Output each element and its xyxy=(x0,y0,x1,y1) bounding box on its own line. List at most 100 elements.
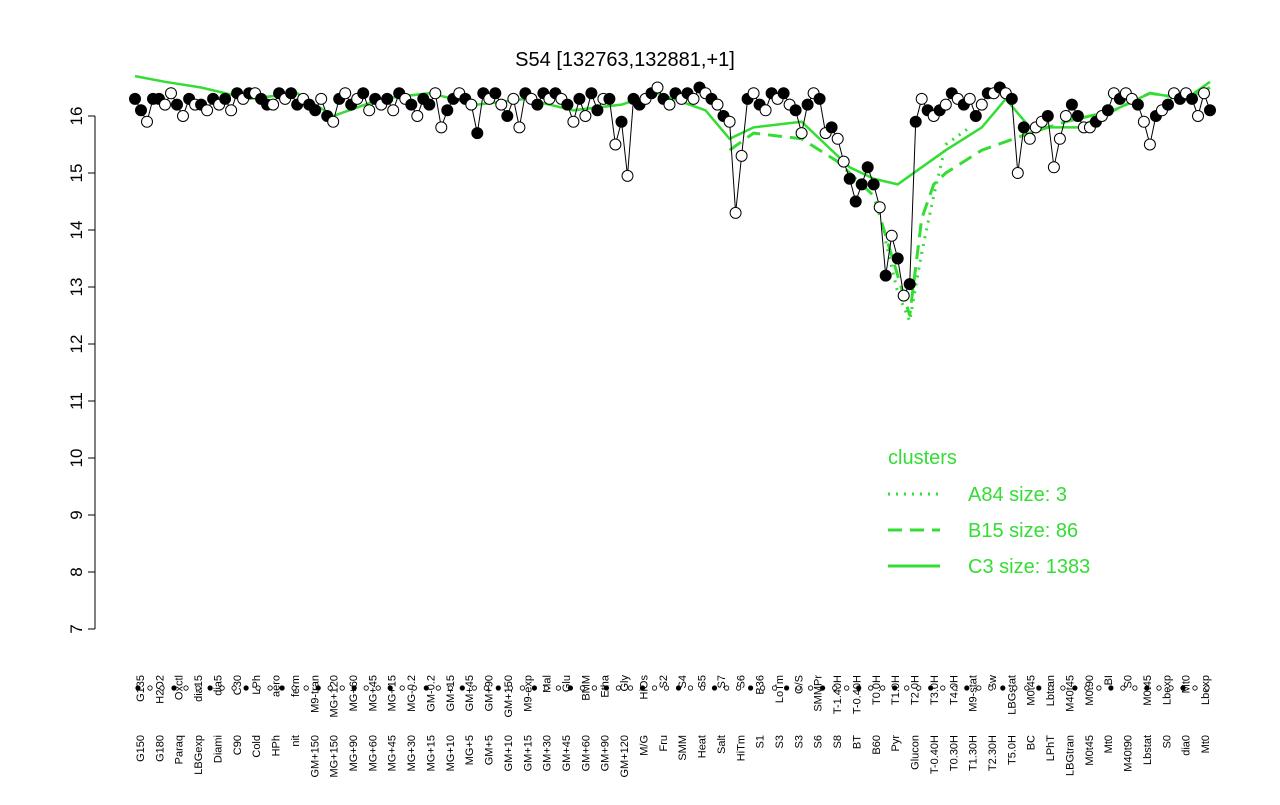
data-point xyxy=(801,98,814,111)
x-marker xyxy=(615,685,622,691)
legend-label: B15 size: 86 xyxy=(968,520,1078,542)
x-tick-label-bottom: SMM xyxy=(677,735,689,761)
data-point xyxy=(975,98,988,111)
x-tick-label-bottom: T-0.40H xyxy=(929,735,941,774)
data-point xyxy=(909,115,922,128)
x-tick-label-top: dia5 xyxy=(213,675,225,696)
data-point xyxy=(1053,132,1066,145)
data-point xyxy=(489,87,502,100)
data-point xyxy=(1023,132,1036,145)
x-tick-label-top: M0t90 xyxy=(1084,675,1096,706)
x-tick-label-bottom: MG+60 xyxy=(367,735,379,771)
x-tick-label-bottom: LPhT xyxy=(1045,735,1057,762)
y-tick-label: 15 xyxy=(67,164,86,183)
x-tick-label-bottom: G150 xyxy=(135,735,147,762)
x-marker xyxy=(495,685,501,691)
x-marker xyxy=(1048,685,1054,691)
x-tick-label-top: GM-0.2 xyxy=(426,675,438,712)
cluster-line-dotted xyxy=(884,126,971,327)
x-marker xyxy=(976,685,982,691)
data-point xyxy=(225,104,238,117)
x-tick-label-bottom: Diami xyxy=(213,735,225,763)
legend-title: clusters xyxy=(888,447,957,469)
x-tick-label-bottom: T5.0H xyxy=(1006,735,1018,765)
x-marker xyxy=(531,685,538,691)
data-point xyxy=(495,98,508,111)
x-tick-label-top: MG+60 xyxy=(348,675,360,711)
data-point xyxy=(219,92,232,105)
data-point xyxy=(663,98,676,111)
x-marker xyxy=(1108,685,1114,691)
data-point xyxy=(879,269,892,282)
x-marker xyxy=(844,685,850,691)
cluster-line-dashed xyxy=(728,86,1211,316)
data-point xyxy=(789,104,802,117)
x-tick-label-bottom: T0.30H xyxy=(948,735,960,771)
x-marker xyxy=(435,685,441,691)
data-point xyxy=(1011,167,1024,179)
x-tick-label-bottom: MG+90 xyxy=(348,735,360,771)
x-tick-label-top: LoTm xyxy=(774,675,786,703)
x-tick-label-top: G135 xyxy=(135,675,147,702)
x-tick-label-bottom: S3 xyxy=(774,735,786,748)
data-point xyxy=(1047,161,1060,174)
data-point xyxy=(309,104,322,117)
x-tick-label-bottom: BC xyxy=(1026,735,1038,750)
x-tick-label-top: S6 xyxy=(735,675,747,688)
data-point xyxy=(339,87,352,100)
y-tick-label: 11 xyxy=(67,392,86,410)
x-marker xyxy=(207,685,213,691)
x-marker xyxy=(387,685,393,691)
x-tick-label-bottom: GM+90 xyxy=(600,735,612,771)
x-tick-label-bottom: MG+45 xyxy=(387,735,399,771)
x-marker xyxy=(916,685,922,691)
x-tick-label-top: MG+15 xyxy=(387,675,399,711)
x-marker xyxy=(411,685,417,691)
x-marker xyxy=(555,685,562,691)
data-point xyxy=(429,87,442,100)
x-tick-label-top: T0.0H xyxy=(871,675,883,705)
x-tick-label-top: ferm xyxy=(290,675,302,697)
x-marker xyxy=(723,685,730,691)
x-marker xyxy=(303,685,309,691)
x-marker xyxy=(399,685,405,691)
data-point xyxy=(1017,121,1030,134)
x-marker xyxy=(507,685,513,691)
x-marker xyxy=(423,685,429,691)
x-tick-label-top: S4 xyxy=(677,675,689,688)
x-marker xyxy=(819,685,826,691)
data-point xyxy=(1101,104,1114,117)
legend: clusters A84 size: 3 B15 size: 86 C3 size:… xyxy=(888,447,1090,578)
x-marker xyxy=(940,685,946,691)
data-points xyxy=(129,81,1216,302)
y-tick-label: 12 xyxy=(67,335,86,354)
x-marker xyxy=(519,685,526,691)
data-point xyxy=(615,115,628,128)
x-tick-label-top: M0t45 xyxy=(1026,675,1038,706)
x-marker xyxy=(543,685,550,691)
x-tick-label-bottom: MG+10 xyxy=(445,735,457,771)
x-marker xyxy=(687,685,694,691)
x-marker xyxy=(699,685,706,691)
data-point xyxy=(885,229,898,242)
x-marker xyxy=(255,685,261,691)
x-tick-label-top: G/S xyxy=(793,675,805,694)
data-point xyxy=(1065,98,1078,111)
x-tick-label-bottom: Pyr xyxy=(890,735,902,752)
data-point xyxy=(1071,110,1084,122)
x-tick-label-top: MG-0.2 xyxy=(406,675,418,712)
x-tick-labels-bottom: G150 G180 Paraq LBGexp Diami C90 Cold HPh nit GM+… xyxy=(135,735,1212,778)
data-point xyxy=(939,98,952,111)
x-tick-label-bottom: Glucon xyxy=(910,735,922,770)
x-marker xyxy=(327,685,333,691)
x-tick-label-top: M9-tran xyxy=(309,675,321,713)
data-point xyxy=(267,98,280,111)
x-tick-label-bottom: HPh xyxy=(271,735,283,756)
data-point xyxy=(381,92,394,105)
x-tick-label-top: M40t45 xyxy=(1065,675,1077,712)
x-tick-label-top: LBGstat xyxy=(1006,675,1018,715)
x-marker xyxy=(471,685,477,691)
cluster-lines xyxy=(134,74,1211,327)
legend-label: A84 size: 3 xyxy=(968,484,1067,506)
data-point xyxy=(501,110,514,122)
